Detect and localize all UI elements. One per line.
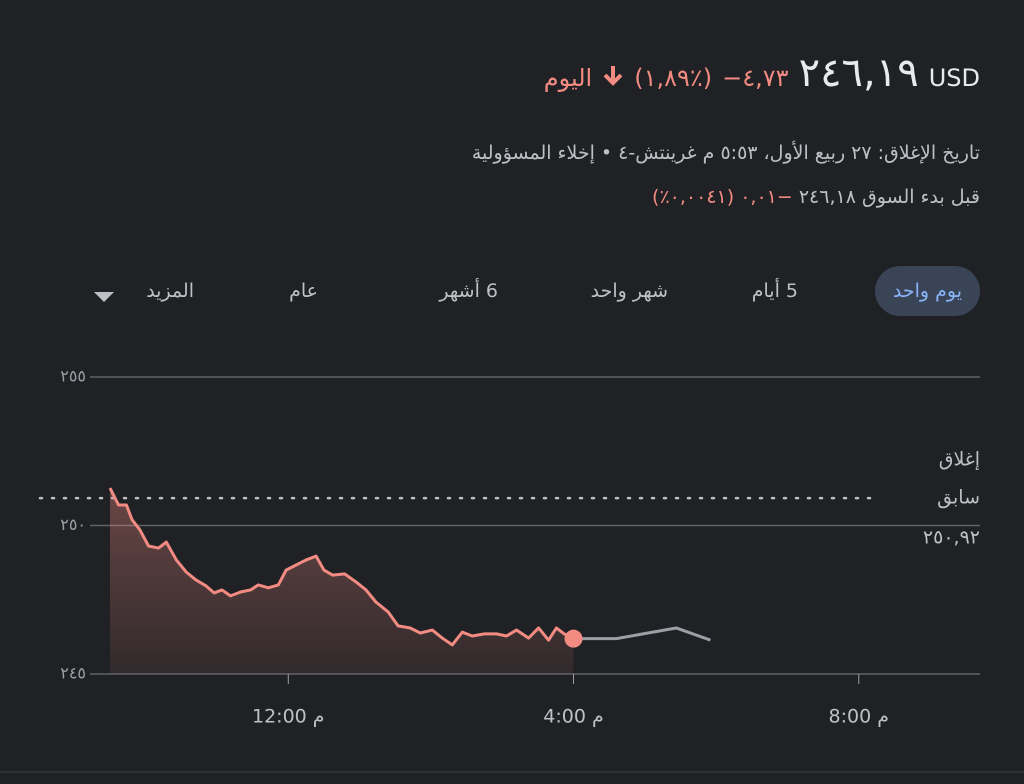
y-tick-label: ٢٥٥ xyxy=(60,367,86,386)
x-tick-label: 4:00 م xyxy=(543,706,603,728)
tab[interactable]: المزيد xyxy=(146,280,194,302)
y-tick-label: ٢٥٠ xyxy=(60,515,86,534)
previous-close-label: سابق xyxy=(937,487,980,509)
x-tick-label: 12:00 م xyxy=(252,706,325,728)
x-tick-label: 8:00 م xyxy=(829,706,889,728)
period: اليوم xyxy=(543,64,593,92)
price-row: USD ٢٤٦,١٩ −٤,٧٣ (١,٨٩٪) اليوم xyxy=(544,50,980,96)
premarket-change: −٠,٠١ (٠,٠٠٤١٪) xyxy=(652,186,793,208)
premarket: قبل بدء السوق ٢٤٦,١٨ −٠,٠١ (٠,٠٠٤١٪) xyxy=(652,186,980,208)
change-percent: (١,٨٩٪) xyxy=(634,64,713,92)
close-info: تاريخ الإغلاق: ٢٧ ربيع الأول، ٥:٥٣ م غري… xyxy=(471,142,980,164)
y-tick-label: ٢٤٥ xyxy=(60,664,86,683)
tab[interactable]: 6 أشهر xyxy=(439,280,498,302)
previous-close-label: إغلاق xyxy=(939,449,980,472)
tab[interactable]: يوم واحد xyxy=(874,266,980,316)
tab[interactable]: شهر واحد xyxy=(590,280,668,302)
premarket-label: قبل بدء السوق ٢٤٦,١٨ xyxy=(798,186,980,208)
area xyxy=(110,488,574,674)
tab[interactable]: عام xyxy=(289,280,318,302)
price-line xyxy=(108,487,575,647)
previous-close-value: ٢٥٠,٩٢ xyxy=(923,527,980,549)
price: ٢٤٦,١٩ xyxy=(798,50,919,96)
down-arrow xyxy=(603,66,623,86)
change: −٤,٧٣ xyxy=(722,64,789,92)
current-point xyxy=(564,629,583,648)
more-arrow[interactable] xyxy=(92,290,116,304)
currency: USD xyxy=(928,64,980,92)
tab[interactable]: 5 أيام xyxy=(751,280,798,302)
price-line xyxy=(573,626,711,642)
